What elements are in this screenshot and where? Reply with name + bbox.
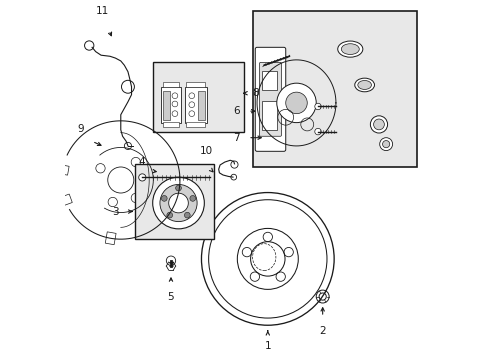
- Text: 4: 4: [138, 157, 145, 167]
- Bar: [58, 194, 72, 206]
- Circle shape: [172, 111, 178, 117]
- Text: 1: 1: [264, 341, 270, 351]
- Circle shape: [314, 103, 321, 110]
- Circle shape: [314, 129, 321, 135]
- Bar: [253, 12, 416, 167]
- Bar: [262, 101, 276, 130]
- Circle shape: [166, 256, 175, 265]
- FancyBboxPatch shape: [259, 62, 281, 136]
- Circle shape: [172, 101, 178, 107]
- Circle shape: [175, 185, 181, 191]
- Bar: [161, 87, 181, 123]
- Text: 11: 11: [96, 6, 109, 16]
- Circle shape: [188, 111, 194, 117]
- Text: 7: 7: [233, 133, 239, 143]
- Text: 10: 10: [200, 146, 213, 156]
- Circle shape: [188, 93, 194, 99]
- Circle shape: [369, 116, 387, 133]
- Circle shape: [276, 83, 316, 123]
- Circle shape: [379, 138, 392, 150]
- Circle shape: [152, 177, 204, 229]
- Circle shape: [382, 140, 389, 148]
- Bar: [262, 71, 276, 90]
- Text: 6: 6: [233, 106, 239, 116]
- Circle shape: [161, 195, 167, 201]
- Bar: [135, 164, 214, 239]
- Text: 8: 8: [252, 88, 259, 98]
- Bar: [56, 164, 69, 175]
- Bar: [198, 91, 204, 120]
- Circle shape: [160, 184, 197, 222]
- Ellipse shape: [357, 81, 371, 89]
- Circle shape: [184, 212, 190, 218]
- Circle shape: [188, 102, 194, 108]
- Circle shape: [166, 212, 172, 218]
- Bar: [184, 87, 206, 123]
- Circle shape: [168, 193, 188, 213]
- Circle shape: [139, 174, 145, 181]
- Circle shape: [285, 92, 306, 114]
- Ellipse shape: [337, 41, 362, 57]
- Bar: [163, 122, 179, 127]
- Bar: [153, 62, 244, 132]
- Ellipse shape: [341, 44, 359, 54]
- Text: 5: 5: [167, 292, 174, 302]
- Bar: [105, 232, 116, 245]
- Circle shape: [189, 195, 195, 201]
- Text: 2: 2: [319, 326, 325, 336]
- Text: 9: 9: [77, 124, 83, 134]
- Circle shape: [237, 228, 298, 289]
- Circle shape: [172, 93, 178, 99]
- Bar: [163, 91, 169, 120]
- Bar: [186, 82, 204, 87]
- FancyBboxPatch shape: [255, 47, 285, 151]
- Ellipse shape: [354, 78, 374, 92]
- Bar: [163, 82, 179, 87]
- Bar: [186, 122, 204, 127]
- Circle shape: [373, 119, 384, 130]
- Text: 3: 3: [112, 207, 119, 217]
